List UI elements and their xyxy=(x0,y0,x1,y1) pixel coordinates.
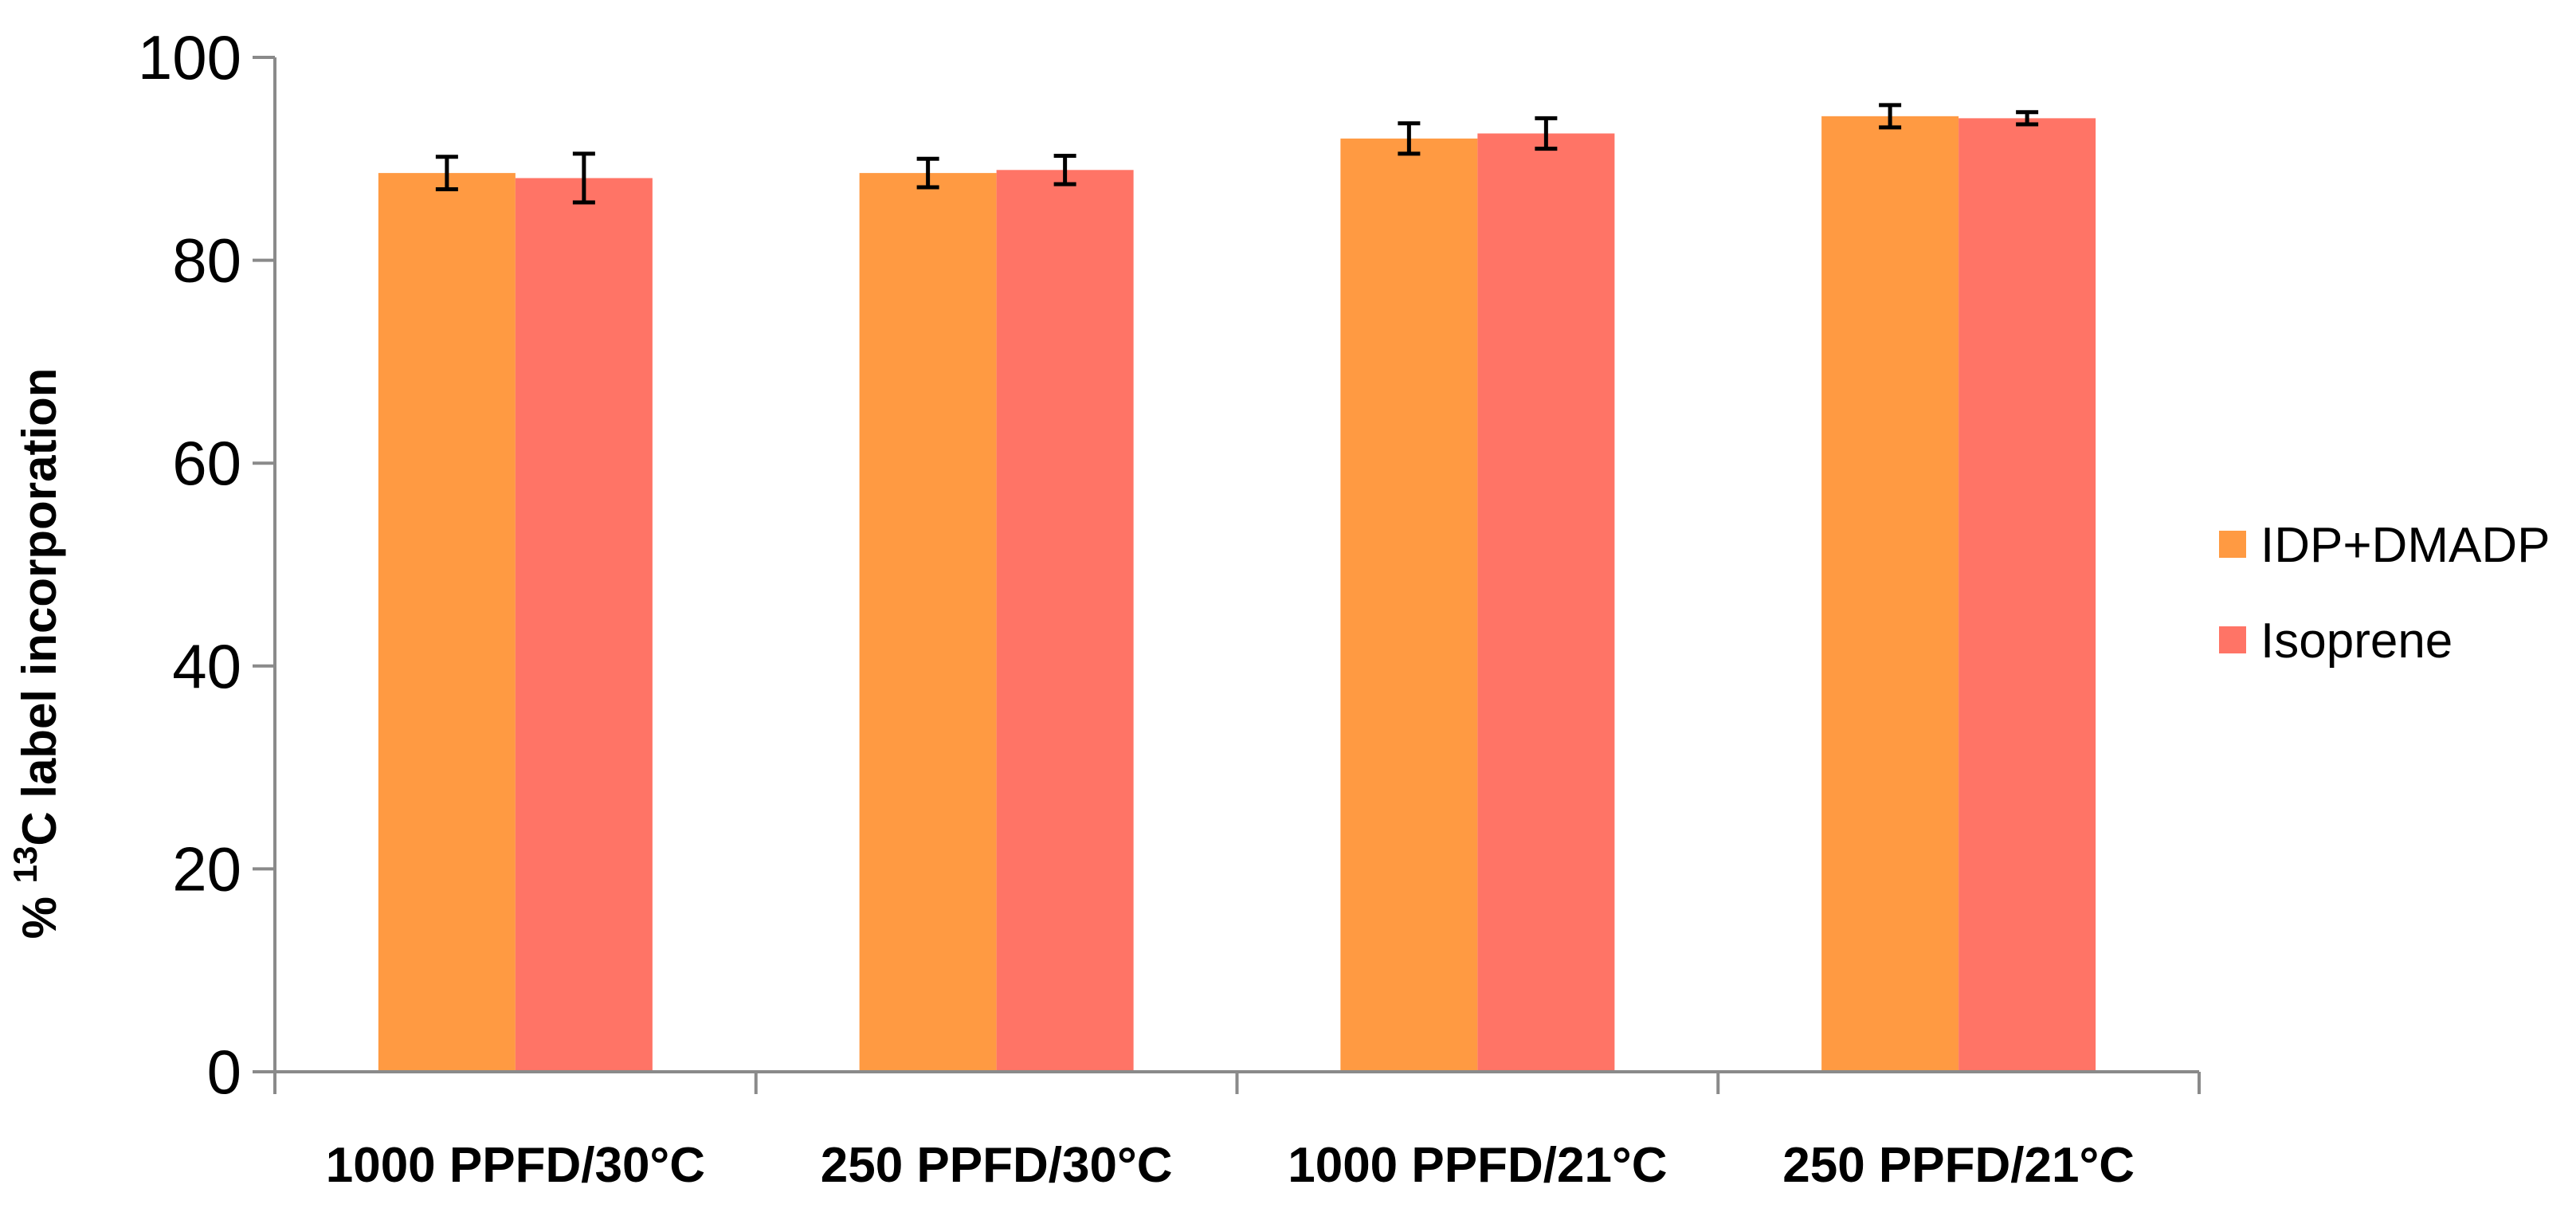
bar-idp-dmadp-3 xyxy=(1340,138,1478,1073)
x-tick-label: 1000 PPFD/30°C xyxy=(326,1138,705,1193)
x-tick-label: 1000 PPFD/21°C xyxy=(1288,1138,1667,1193)
error-bar-idp-dmadp-1 xyxy=(435,155,458,191)
y-axis-label-group: % 13C label incorporation xyxy=(6,368,66,940)
error-bar-isoprene-1 xyxy=(572,151,595,205)
bar-idp-dmadp-4 xyxy=(1821,116,1959,1073)
bar-isoprene-4 xyxy=(1958,118,2096,1072)
x-tick-label: 250 PPFD/21°C xyxy=(1782,1138,2135,1193)
legend-entry-isoprene: Isoprene xyxy=(2219,614,2452,669)
error-bar-isoprene-2 xyxy=(1053,153,1076,186)
bar-isoprene-1 xyxy=(515,178,653,1072)
error-bar-isoprene-3 xyxy=(1535,116,1558,151)
y-tick-label: 0 xyxy=(207,1037,241,1107)
legend-swatch xyxy=(2219,531,2246,558)
y-tick-label: 100 xyxy=(138,22,241,92)
error-bar-idp-dmadp-4 xyxy=(1879,103,1902,130)
error-bar-idp-dmadp-3 xyxy=(1398,121,1421,156)
y-axis-label-prefix: % xyxy=(13,883,66,939)
bar-idp-dmadp-1 xyxy=(378,173,516,1073)
y-axis-label-suffix: C label incorporation xyxy=(13,368,66,846)
legend-swatch xyxy=(2219,626,2246,653)
y-tick-label: 40 xyxy=(172,631,241,701)
error-bar-isoprene-4 xyxy=(2016,110,2039,127)
legend-entry-idp-dmadp: IDP+DMADP xyxy=(2219,518,2550,573)
bar-idp-dmadp-2 xyxy=(859,173,997,1073)
y-axis-label: % 13C label incorporation xyxy=(6,368,66,940)
legend-label: IDP+DMADP xyxy=(2260,518,2550,573)
bar-isoprene-3 xyxy=(1477,133,1615,1073)
y-tick-label: 80 xyxy=(172,226,241,296)
legend-label: Isoprene xyxy=(2260,614,2452,669)
legend: IDP+DMADP Isoprene xyxy=(2219,518,2550,669)
plot-area: 0 20 40 60 80 100 1000 PPFD/30°C 250 PPFD/30°C 1… xyxy=(138,22,2201,1193)
x-tick-label: 250 PPFD/30°C xyxy=(821,1138,1173,1193)
error-bar-idp-dmadp-2 xyxy=(916,156,939,190)
bar-isoprene-2 xyxy=(996,170,1134,1073)
y-tick-label: 60 xyxy=(172,428,241,498)
y-tick-label: 20 xyxy=(172,834,241,904)
y-axis-label-superscript: 13 xyxy=(6,846,44,884)
